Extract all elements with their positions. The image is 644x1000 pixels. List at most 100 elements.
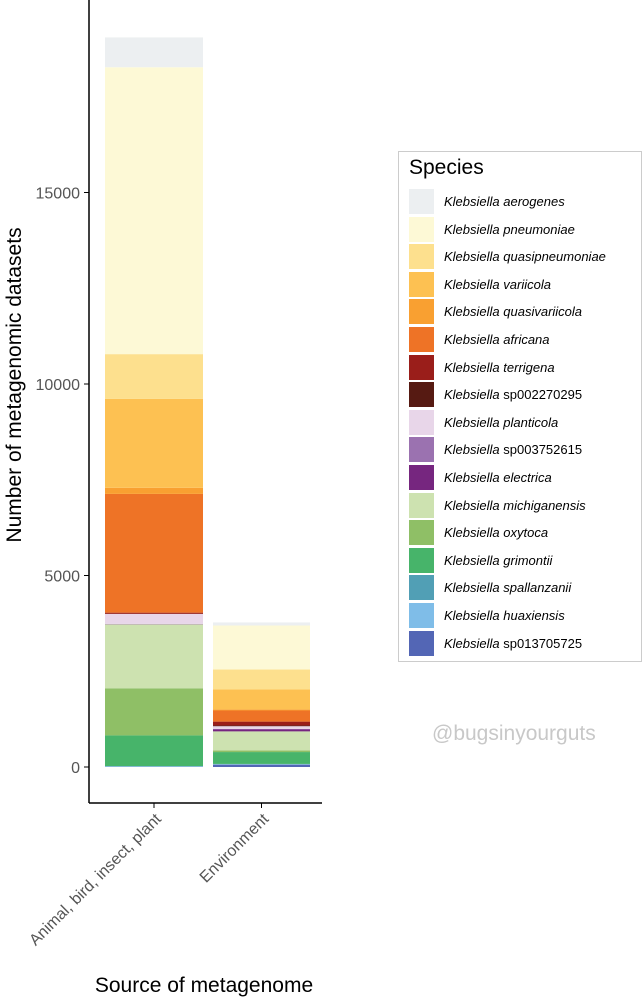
legend-swatch xyxy=(409,603,434,628)
legend-item-quasivariicola: Klebsiella quasivariicola xyxy=(409,298,582,325)
bar-segment-pneumoniae xyxy=(213,625,310,670)
legend-item-sp003752615: Klebsiella sp003752615 xyxy=(409,436,582,463)
bar-segment-michiganensis xyxy=(213,731,310,751)
legend-swatch xyxy=(409,547,434,573)
legend-epithet: africana xyxy=(499,332,550,347)
legend-item-pneumoniae: Klebsiella pneumoniae xyxy=(409,216,575,243)
legend-item-michiganensis: Klebsiella michiganensis xyxy=(409,492,586,519)
bar-segment-quasivariicola xyxy=(105,487,203,494)
legend-genus: Klebsiella xyxy=(444,387,500,403)
bar-segment-pneumoniae xyxy=(105,67,203,355)
y-tick-label: 0 xyxy=(71,760,80,777)
bar-segment-sp003752615 xyxy=(213,728,310,730)
legend: Species Klebsiella aerogenes Klebsiella p… xyxy=(398,151,642,662)
legend-genus: Klebsiella xyxy=(444,470,500,485)
legend-epithet: pneumoniae xyxy=(499,221,575,237)
legend-genus: Klebsiella xyxy=(444,525,500,541)
bar-segment-terrigena xyxy=(105,612,203,614)
bar-segment-terrigena xyxy=(213,721,310,726)
legend-swatch xyxy=(409,575,434,601)
legend-item-planticola: Klebsiella planticola xyxy=(409,409,558,436)
legend-swatch xyxy=(409,299,434,325)
legend-swatch xyxy=(409,630,434,656)
legend-swatch xyxy=(409,409,434,435)
legend-epithet: quasipneumoniae xyxy=(499,249,606,265)
legend-swatch xyxy=(409,492,434,518)
x-tick-label: Animal, bird, insect, plant xyxy=(26,810,165,949)
bar-segment-oxytoca xyxy=(213,750,310,753)
bar-segment-planticola xyxy=(213,726,310,729)
bar-segment-grimontii xyxy=(213,752,310,764)
legend-swatch xyxy=(409,327,434,352)
legend-genus: Klebsiella xyxy=(444,580,500,596)
legend-swatch xyxy=(409,354,434,380)
legend-genus: Klebsiella xyxy=(444,194,500,209)
bar-segment-oxytoca xyxy=(105,688,203,736)
legend-genus: Klebsiella xyxy=(444,608,500,623)
legend-genus: Klebsiella xyxy=(444,276,500,292)
legend-epithet: grimontii xyxy=(499,552,553,568)
legend-genus: Klebsiella xyxy=(444,635,500,651)
legend-item-africana: Klebsiella africana xyxy=(409,326,550,353)
bar-segment-sp002270295 xyxy=(213,725,310,727)
legend-swatch xyxy=(409,189,434,214)
legend-swatch xyxy=(409,520,434,546)
legend-item-huaxiensis: Klebsiella huaxiensis xyxy=(409,602,565,629)
legend-genus: Klebsiella xyxy=(444,552,500,568)
legend-epithet: aerogenes xyxy=(499,194,565,209)
legend-epithet: sp003752615 xyxy=(499,442,583,458)
bar-segment-variicola xyxy=(213,689,310,710)
x-axis-title: Source of metagenome xyxy=(95,974,313,997)
legend-genus: Klebsiella xyxy=(444,249,500,265)
legend-item-variicola: Klebsiella variicola xyxy=(409,271,551,298)
legend-title: Species xyxy=(409,156,484,179)
legend-item-sp002270295: Klebsiella sp002270295 xyxy=(409,381,582,408)
y-tick-label: 5000 xyxy=(44,569,80,586)
legend-genus: Klebsiella xyxy=(444,414,500,430)
legend-epithet: planticola xyxy=(499,414,559,430)
legend-epithet: huaxiensis xyxy=(499,608,565,623)
legend-epithet: oxytoca xyxy=(499,525,549,541)
bar-segment-quasivariicola xyxy=(213,709,310,711)
legend-epithet: variicola xyxy=(499,276,551,292)
legend-item-aerogenes: Klebsiella aerogenes xyxy=(409,188,565,215)
legend-item-electrica: Klebsiella electrica xyxy=(409,464,552,491)
legend-genus: Klebsiella xyxy=(444,359,500,375)
legend-item-grimontii: Klebsiella grimontii xyxy=(409,547,552,574)
y-tick-label: 10000 xyxy=(36,377,81,394)
bar-segment-michiganensis xyxy=(105,624,203,689)
legend-swatch xyxy=(409,244,434,270)
legend-swatch xyxy=(409,382,434,408)
legend-genus: Klebsiella xyxy=(444,332,500,347)
legend-epithet: sp013705725 xyxy=(499,635,583,651)
legend-epithet: terrigena xyxy=(499,359,555,375)
legend-item-oxytoca: Klebsiella oxytoca xyxy=(409,519,548,546)
y-axis-title: Number of metagenomic datasets xyxy=(3,227,26,542)
bar-segment-variicola xyxy=(105,398,203,488)
x-tick-label: Environment xyxy=(197,810,273,886)
bar-segment-quasipneumoniae xyxy=(105,354,203,399)
legend-genus: Klebsiella xyxy=(444,304,500,320)
legend-genus: Klebsiella xyxy=(444,221,500,237)
legend-swatch xyxy=(409,271,434,297)
legend-item-terrigena: Klebsiella terrigena xyxy=(409,354,555,381)
legend-epithet: spallanzanii xyxy=(499,580,572,596)
legend-swatch xyxy=(409,465,434,490)
legend-epithet: quasivariicola xyxy=(499,304,583,320)
bar-segment-aerogenes xyxy=(105,37,203,68)
legend-genus: Klebsiella xyxy=(444,442,500,458)
legend-item-spallanzanii: Klebsiella spallanzanii xyxy=(409,574,571,601)
legend-swatch xyxy=(409,437,434,463)
legend-swatch xyxy=(409,216,434,242)
legend-genus: Klebsiella xyxy=(444,497,500,513)
y-tick-label: 15000 xyxy=(36,186,81,203)
bar-segment-africana xyxy=(213,710,310,722)
bar-segment-quasipneumoniae xyxy=(213,669,310,690)
bar-segment-africana xyxy=(105,493,203,613)
bar-segment-planticola xyxy=(105,613,203,624)
legend-epithet: sp002270295 xyxy=(499,387,583,403)
bar-segment-aerogenes xyxy=(213,622,310,626)
legend-epithet: electrica xyxy=(499,470,552,485)
